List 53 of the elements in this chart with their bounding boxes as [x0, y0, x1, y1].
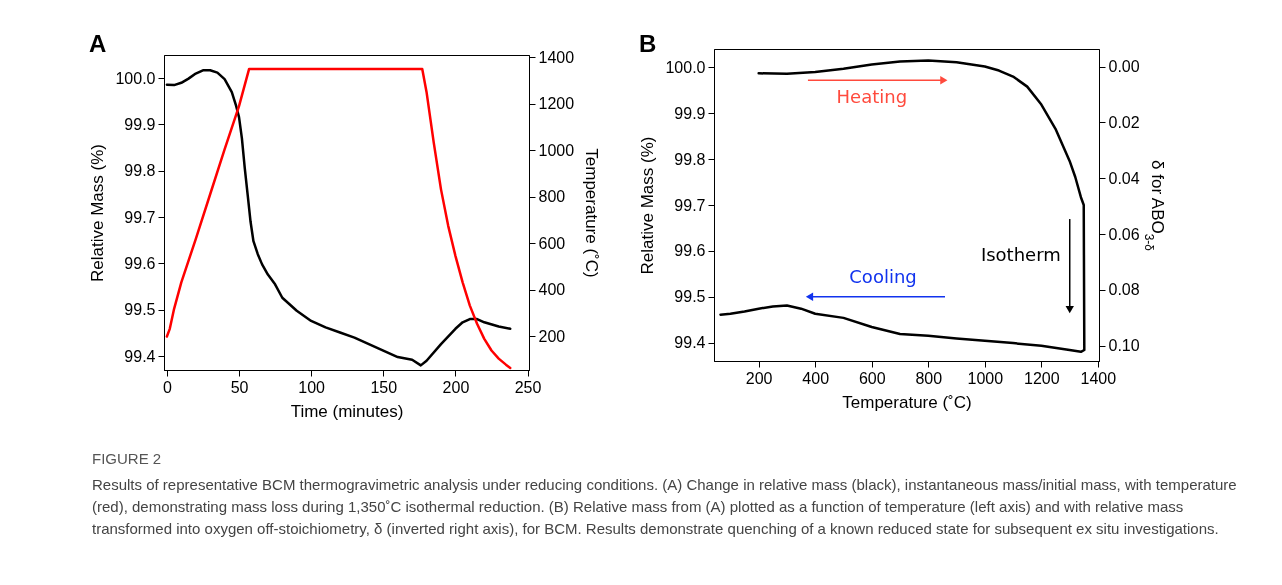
chart-title: B: [638, 30, 657, 57]
y2-tick-label: 1000: [538, 141, 575, 159]
y-tick-label: 99.6: [124, 254, 156, 272]
x-tick-label: 0: [162, 378, 172, 396]
x-tick-label: 800: [915, 369, 943, 387]
y-tick-label: 100.0: [665, 58, 706, 76]
y-axis-title: Relative Mass (%): [88, 144, 108, 282]
y2-tick-label: 0.02: [1108, 113, 1140, 131]
y2-tick-label: 0.00: [1108, 58, 1140, 76]
y-tick-label: 99.5: [124, 301, 156, 319]
y2-tick-label: 800: [538, 188, 566, 206]
y-axis-title: Relative Mass (%): [638, 136, 658, 275]
y-tick-label: 99.4: [674, 334, 706, 352]
x-tick-label: 1400: [1080, 369, 1117, 387]
x-tick-label: 50: [230, 378, 249, 396]
x-tick-label: 150: [370, 378, 398, 396]
x-tick-label: 1200: [1024, 369, 1060, 387]
annotation: Heating: [836, 85, 908, 107]
y-tick-label: 99.8: [124, 162, 156, 180]
y2-tick-label: 400: [538, 281, 566, 299]
y-tick-label: 99.4: [124, 347, 156, 365]
y-tick-label: 99.7: [674, 196, 706, 214]
y2-tick-label: 1400: [538, 48, 575, 66]
y-tick-label: 100.0: [115, 69, 156, 87]
x-tick-label: 400: [802, 369, 830, 387]
y2-tick-label: 1200: [538, 95, 575, 113]
x-tick-label: 1000: [967, 369, 1004, 387]
annotation: Isotherm: [980, 243, 1061, 265]
y-tick-label: 99.9: [124, 115, 156, 133]
x-tick-label: 250: [514, 378, 542, 396]
y2-tick-label: 0.10: [1108, 337, 1140, 355]
y2-tick-label: 0.04: [1108, 169, 1140, 187]
y-tick-label: 99.6: [674, 242, 706, 260]
x-axis-title: Time (minutes): [290, 401, 404, 421]
y-tick-label: 99.5: [674, 288, 706, 306]
chart-title: A: [88, 30, 107, 58]
y2-tick-label: 0.06: [1108, 225, 1140, 243]
caption: FIGURE 2: [92, 449, 163, 469]
y2-tick-label: 600: [538, 234, 566, 252]
annotation: Cooling: [849, 266, 917, 288]
x-tick-label: 100: [298, 378, 326, 396]
y2-tick-label: 0.08: [1108, 281, 1140, 299]
y-tick-label: 99.9: [674, 104, 706, 122]
y2-axis-title: Temperature (˚C): [582, 148, 602, 278]
y-tick-label: 99.8: [674, 150, 706, 168]
y2-tick-label: 200: [538, 327, 566, 345]
text: Results of representative BCM thermogravimetric analysis under reducing conditions. (A) Change in relative mass (black), instantaneous mass/initial mass, with temperature (red), demonstrating mass loss during 1,350˚C isothermal reduction. (B) Relative mass from (A) plotted as a function of temperature (left axis) and with relative mass transformed into oxygen off-stoichiometry, δ (inverted right axis), for BCM. Results demonstrate quenching of a known reduced state for subsequent ex situ investigations.: [92, 475, 1238, 539]
y-tick-label: 99.7: [124, 208, 156, 226]
x-tick-label: 200: [442, 378, 470, 396]
x-axis-title: Temperature (˚C): [842, 392, 972, 412]
line-series: [719, 59, 1086, 354]
x-tick-label: 200: [745, 369, 773, 387]
x-tick-label: 600: [858, 369, 886, 387]
